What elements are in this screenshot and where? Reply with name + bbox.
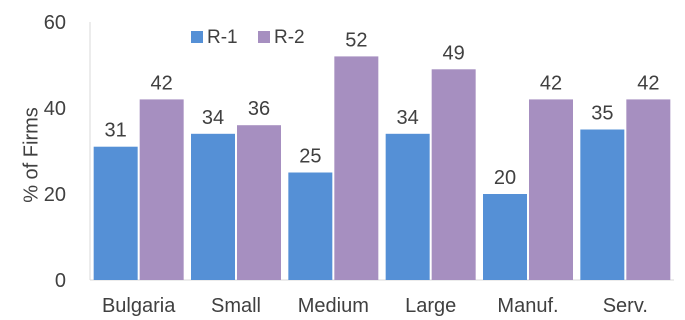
data-label: 34 — [397, 107, 419, 129]
x-tick-label: Manuf. — [497, 295, 558, 317]
data-label: 31 — [105, 120, 127, 142]
legend-label: R-1 — [207, 27, 238, 48]
data-label: 35 — [591, 103, 613, 125]
x-tick-label: Serv. — [603, 295, 648, 317]
data-label: 20 — [494, 167, 516, 189]
y-tick-label: 60 — [44, 12, 66, 34]
data-label: 49 — [443, 42, 465, 64]
y-tick-label: 0 — [55, 270, 66, 292]
x-tick-label: Medium — [298, 295, 369, 317]
bars-group: 31 42 Bulgaria 34 36 Small 25 52 Medium 34 49 Large… — [93, 29, 671, 317]
bar-r-2-1 — [237, 125, 281, 280]
bar-r-2-0 — [139, 99, 184, 281]
legend-swatch — [258, 31, 270, 43]
legend: R-1 R-2 — [191, 27, 305, 48]
bar-r-1-0 — [93, 146, 138, 280]
y-tick-label: 40 — [44, 98, 66, 120]
bar-r-2-3 — [431, 69, 476, 280]
bar-r-1-2 — [288, 172, 333, 280]
bar-r-1-5 — [580, 129, 625, 280]
x-tick-label: Bulgaria — [102, 295, 176, 317]
data-label: 25 — [299, 146, 321, 168]
data-label: 42 — [637, 72, 659, 94]
legend-label: R-2 — [274, 27, 305, 48]
legend-swatch — [191, 31, 203, 43]
x-tick-label: Large — [405, 295, 456, 317]
bar-r-1-4 — [483, 194, 527, 280]
data-label: 36 — [248, 98, 270, 120]
bar-r-1-1 — [191, 133, 235, 280]
data-label: 52 — [345, 29, 367, 51]
y-axis-ticks: 0 20 40 60 — [44, 12, 66, 292]
y-tick-label: 20 — [44, 184, 66, 206]
data-label: 34 — [202, 107, 224, 129]
x-tick-label: Small — [211, 295, 261, 317]
data-label: 42 — [540, 72, 562, 94]
data-label: 42 — [151, 72, 173, 94]
bar-r-1-3 — [385, 133, 430, 280]
bar-r-2-2 — [334, 56, 379, 281]
bar-r-2-5 — [626, 99, 671, 281]
y-axis-title: % of Firms — [20, 107, 42, 203]
bar-r-2-4 — [529, 99, 573, 281]
